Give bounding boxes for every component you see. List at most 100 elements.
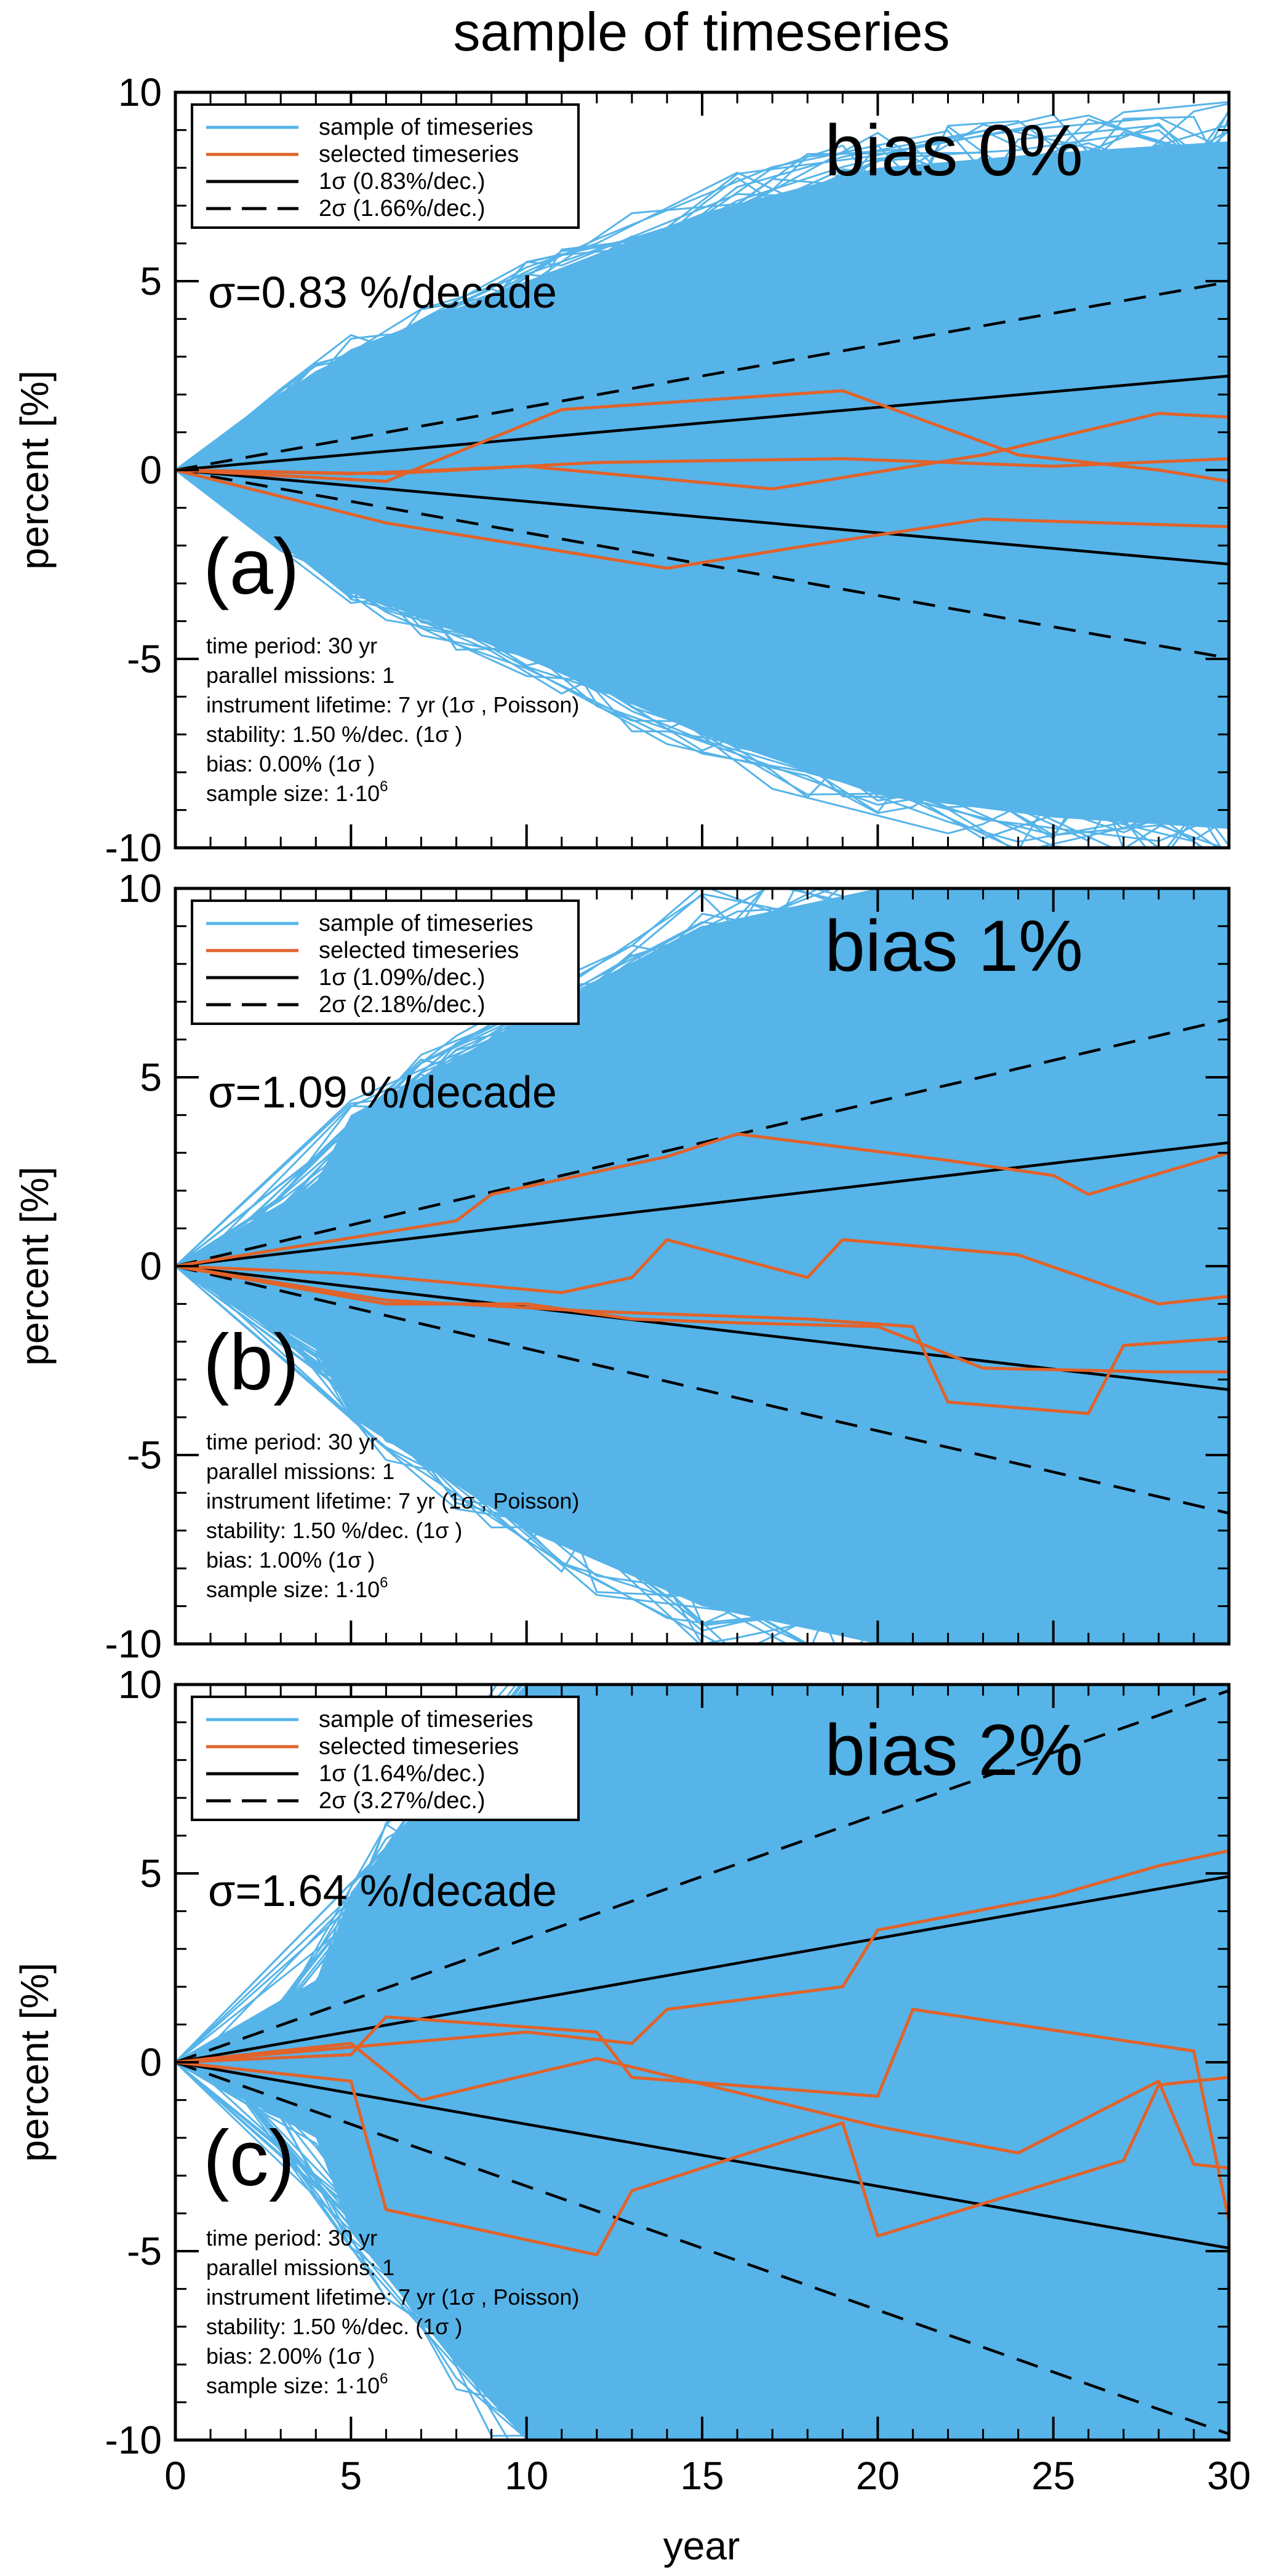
- panel-c-legend-1sigma: 1σ (1.64%/dec.): [319, 1761, 486, 1787]
- panel-a-info-parallel-missions: parallel missions: 1: [206, 663, 394, 688]
- selected-timeseries-line: [175, 468, 1229, 570]
- sample-timeseries-line: [175, 469, 1229, 848]
- panel-c-info-bias: bias: 2.00% (1σ ): [206, 2343, 375, 2369]
- panel-b-legend-1sigma: 1σ (1.09%/dec.): [319, 965, 486, 991]
- sample-timeseries-line: [175, 144, 1229, 471]
- sample-timeseries-line: [175, 1685, 1185, 2064]
- y-tick-label: 0: [140, 1244, 162, 1288]
- sigma-1-lower-line: [175, 468, 1229, 566]
- x-tick-label: 0: [164, 2454, 186, 2498]
- y-tick-label: -10: [105, 826, 162, 870]
- panel-c-axes: -10 -5 0 5 10 0 5 10 15 20 25 30: [105, 1662, 1251, 2498]
- panel-a-panel-label: (a): [203, 523, 299, 611]
- sample-timeseries-line: [175, 116, 1229, 471]
- panel-c-info-stability: stability: 1.50 %/dec. (1σ ): [206, 2314, 462, 2339]
- panel-a-bias-label: bias 0%: [825, 110, 1083, 191]
- panel-a-plot-area: [175, 101, 1229, 848]
- sample-timeseries-line: [175, 1685, 1229, 2064]
- panel-b-legend: sample of timeseries selected timeseries…: [191, 899, 580, 1025]
- panel-c-info-parallel-missions: parallel missions: 1: [206, 2255, 394, 2280]
- sample-timeseries-line: [175, 888, 1229, 1267]
- sample-timeseries-line: [175, 1265, 1229, 1618]
- y-tick-label: 10: [118, 866, 162, 911]
- panel-b-info-parallel-missions: parallel missions: 1: [206, 1459, 394, 1484]
- sample-timeseries-line: [175, 111, 1229, 471]
- sample-timeseries-line: [175, 469, 1226, 848]
- panel-a-info-sample-size-exp: 6: [380, 778, 388, 795]
- panel-c-info-block: time period: 30 yr parallel missions: 1 …: [206, 2225, 579, 2398]
- sample-timeseries-line: [175, 888, 1229, 1267]
- x-tick-label: 20: [856, 2454, 900, 2498]
- sample-timeseries-line: [175, 888, 1229, 1267]
- sample-timeseries-line: [175, 2061, 1229, 2440]
- y-tick-label: 5: [140, 259, 162, 303]
- panel-b-ylabel: percent [%]: [12, 1166, 57, 1366]
- sample-timeseries-line: [175, 2061, 1229, 2440]
- sample-envelope-band: [175, 141, 1229, 829]
- panel-a-axes: -10 -5 0 5 10: [105, 70, 1230, 870]
- sample-timeseries-line: [175, 113, 1229, 471]
- panel-c: -10 -5 0 5 10 0 5 10 15 20 25 30 percent [%] bias 2…: [12, 1662, 1251, 2498]
- panel-a-legend-sample: sample of timeseries: [319, 114, 533, 140]
- sample-timeseries-line: [175, 469, 1229, 821]
- sample-timeseries-line: [175, 1685, 1225, 2064]
- panel-c-sigma-label: σ=1.64 %/decade: [208, 1867, 557, 1916]
- panel-b: -10 -5 0 5 10 percent [%] bias 1% σ=1.09 %/d…: [12, 866, 1231, 1666]
- sample-timeseries-line: [175, 1685, 1215, 2064]
- selected-timeseries-line: [175, 389, 1229, 483]
- sample-timeseries-line: [175, 2061, 1178, 2440]
- panel-c-legend-2sigma: 2σ (3.27%/dec.): [319, 1788, 486, 1814]
- x-tick-label: 5: [340, 2454, 362, 2498]
- panel-b-info-instrument-lifetime: instrument lifetime: 7 yr (1σ , Poisson): [206, 1488, 579, 1513]
- x-tick-label: 10: [505, 2454, 548, 2498]
- panel-a-info-bias: bias: 0.00% (1σ ): [206, 751, 375, 776]
- sigma-1-lower-line: [175, 2060, 1229, 2250]
- sigma-2-upper-line: [175, 1018, 1229, 1268]
- panel-b-legend-2sigma: 2σ (2.18%/dec.): [319, 992, 486, 1018]
- panel-c-info-sample-size: sample size: 1·106: [206, 2371, 388, 2398]
- selected-timeseries-line: [175, 2008, 1229, 2222]
- sample-timeseries-line: [175, 130, 1229, 471]
- sample-timeseries-line: [175, 2061, 1229, 2440]
- sample-timeseries-line: [175, 1265, 1229, 1644]
- sample-timeseries-line: [175, 1265, 1229, 1644]
- y-tick-label: 0: [140, 448, 162, 492]
- sigma-2-lower-line: [175, 1264, 1229, 1515]
- x-tick-label: 30: [1207, 2454, 1250, 2498]
- sample-timeseries-line: [175, 2061, 1229, 2440]
- sample-timeseries-line: [175, 469, 1223, 848]
- panel-b-info-sample-size-base: sample size: 1·10: [206, 1577, 380, 1602]
- panel-c-info-instrument-lifetime: instrument lifetime: 7 yr (1σ , Poisson): [206, 2284, 579, 2310]
- panel-c-legend-sample: sample of timeseries: [319, 1707, 533, 1733]
- sample-timeseries-line: [175, 888, 1229, 1267]
- y-tick-label: -5: [127, 2229, 162, 2273]
- panel-c-bias-label: bias 2%: [825, 1710, 1083, 1791]
- panel-c-ylabel: percent [%]: [12, 1963, 57, 2162]
- panel-a-info-instrument-lifetime: instrument lifetime: 7 yr (1σ , Poisson): [206, 692, 579, 717]
- sample-timeseries-line: [175, 158, 1229, 471]
- sample-timeseries-line: [175, 1265, 1229, 1637]
- sample-timeseries-line: [175, 469, 1165, 848]
- panel-b-info-sample-size: sample size: 1·106: [206, 1574, 388, 1602]
- sample-timeseries-line: [175, 1685, 958, 2064]
- x-tick-label: 25: [1031, 2454, 1075, 2498]
- sample-timeseries-line: [175, 1265, 1229, 1644]
- sigma-2-lower-line: [175, 2060, 1229, 2436]
- sample-timeseries-line: [175, 1265, 1229, 1644]
- panel-b-info-sample-size-exp: 6: [380, 1574, 388, 1591]
- panel-a-legend-selected: selected timeseries: [319, 142, 519, 167]
- y-tick-label: 10: [118, 70, 162, 114]
- panel-c-info-sample-size-base: sample size: 1·10: [206, 2373, 380, 2398]
- sample-timeseries-line: [175, 1685, 1210, 2064]
- sample-timeseries-line: [175, 2061, 1229, 2440]
- sample-timeseries-line: [175, 888, 1193, 1267]
- panel-b-info-bias: bias: 1.00% (1σ ): [206, 1547, 375, 1573]
- sample-timeseries-line: [175, 124, 1229, 471]
- sample-timeseries-line: [175, 888, 1229, 1267]
- panel-c-legend-selected: selected timeseries: [319, 1734, 519, 1760]
- panel-b-axes: -10 -5 0 5 10: [105, 866, 1230, 1666]
- y-tick-label: 5: [140, 1055, 162, 1099]
- sample-timeseries-line: [175, 1265, 1218, 1644]
- sample-timeseries-line: [175, 2061, 1229, 2440]
